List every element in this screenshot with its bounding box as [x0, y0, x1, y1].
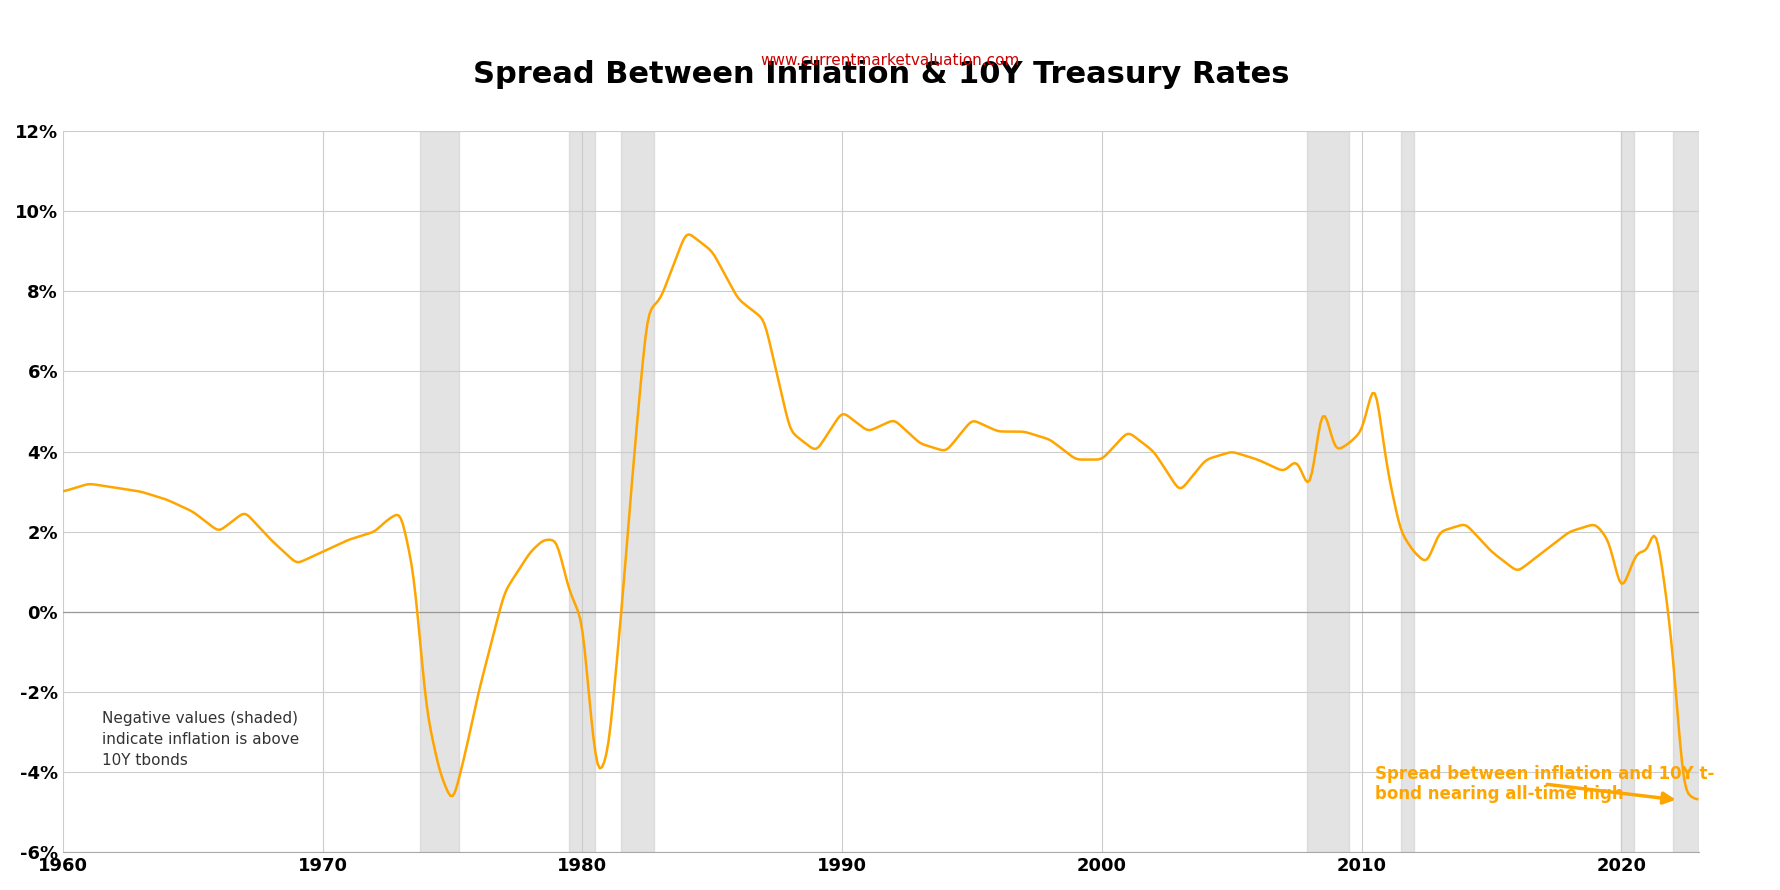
Bar	[1307, 131, 1349, 852]
Bar	[420, 131, 459, 852]
Bar	[621, 131, 653, 852]
Bar	[1673, 131, 1700, 852]
Title: Spread Between Inflation & 10Y Treasury Rates: Spread Between Inflation & 10Y Treasury …	[473, 60, 1289, 88]
Bar	[1622, 131, 1634, 852]
Text: Spread between inflation and 10Y t-
bond nearing all-time high: Spread between inflation and 10Y t- bond…	[1374, 765, 1714, 804]
Bar	[570, 131, 596, 852]
Text: Negative values (shaded)
indicate inflation is above
10Y tbonds: Negative values (shaded) indicate inflat…	[101, 711, 299, 768]
Text: www.currentmarketvaluation.com: www.currentmarketvaluation.com	[760, 53, 1020, 68]
Bar	[1401, 131, 1413, 852]
